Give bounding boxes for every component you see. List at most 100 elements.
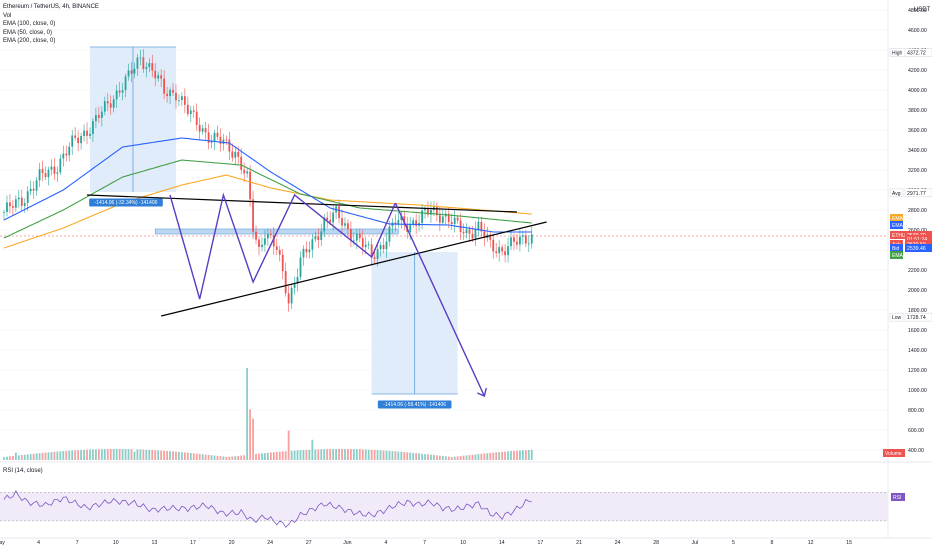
- candle: [524, 235, 527, 244]
- candle: [44, 173, 47, 178]
- volume-bar: [388, 450, 391, 460]
- volume-bar: [456, 456, 459, 460]
- volume-bar: [391, 451, 394, 460]
- price-tick: 600.00: [908, 428, 924, 434]
- rsi-badge: RSI: [893, 495, 901, 501]
- rsi-band: [0, 492, 888, 521]
- volume-bar: [519, 450, 521, 460]
- volume-bar: [172, 451, 174, 460]
- candle: [492, 239, 495, 252]
- volume-bar: [17, 455, 20, 460]
- arrow-head: [477, 387, 488, 397]
- volume-bar: [255, 453, 257, 460]
- volume-bar: [299, 450, 302, 460]
- volume-bar: [95, 449, 97, 460]
- volume-bar: [23, 454, 26, 460]
- candle: [240, 156, 243, 170]
- volume-bar: [225, 456, 228, 460]
- volume-bar: [352, 449, 355, 460]
- candle: [379, 245, 382, 250]
- volume-bar: [26, 454, 29, 460]
- time-tick: 24: [267, 540, 273, 546]
- indicator-vol[interactable]: Vol: [3, 12, 12, 19]
- candle: [296, 276, 299, 284]
- volume-bar: [3, 457, 5, 460]
- candle: [246, 171, 249, 174]
- measure-label-top-bg: [89, 198, 163, 207]
- candle: [269, 233, 272, 236]
- candle: [441, 216, 444, 223]
- candle: [130, 70, 133, 74]
- volume-bar: [358, 448, 361, 460]
- price-tick: 400.00: [908, 448, 924, 454]
- indicator-ema50[interactable]: EMA (50, close, 0): [3, 29, 53, 36]
- volume-bar: [507, 451, 509, 460]
- candle: [483, 231, 486, 238]
- candle: [183, 96, 186, 105]
- candle: [459, 220, 462, 233]
- candle: [14, 199, 17, 208]
- candle: [29, 188, 32, 192]
- candle: [201, 128, 204, 132]
- candle: [213, 132, 216, 142]
- pattern-zigzag: [169, 192, 397, 300]
- candle: [166, 93, 168, 97]
- volume-bar: [100, 449, 103, 460]
- candle: [53, 166, 56, 174]
- volume-bar: [465, 455, 468, 460]
- volume-bar: [14, 452, 17, 460]
- candle: [145, 67, 148, 70]
- volume-bar: [477, 454, 480, 460]
- measure-label-bottom: -1414.06 (-59.41%) -141406: [383, 402, 446, 408]
- volume-bar: [186, 452, 189, 460]
- candle: [400, 216, 403, 221]
- volume-bar: [106, 449, 109, 460]
- candle: [74, 135, 77, 138]
- badge-label: EMA: [892, 216, 904, 222]
- candle: [364, 244, 367, 248]
- badge-label-bg: [890, 221, 903, 229]
- time-tick: Jul: [691, 540, 698, 546]
- candle: [222, 139, 225, 144]
- candle: [255, 231, 257, 240]
- badge-label: EMA: [892, 253, 904, 259]
- time-tick: 10: [113, 540, 119, 546]
- volume-bar: [130, 449, 133, 460]
- candle: [498, 247, 501, 254]
- price-tick: 2800.00: [908, 208, 927, 214]
- candle: [495, 251, 498, 254]
- volume-bar: [468, 455, 471, 460]
- candle: [412, 220, 415, 225]
- candle: [225, 139, 228, 141]
- candle: [290, 287, 293, 304]
- volume-bar: [418, 453, 420, 460]
- candle: [370, 244, 373, 258]
- candle: [516, 241, 518, 245]
- candle: [501, 247, 504, 252]
- volume-bar: [290, 450, 293, 460]
- volume-bar: [450, 456, 453, 460]
- volume-bar: [462, 455, 465, 460]
- volume-bar: [341, 449, 343, 460]
- volume-bar: [11, 456, 14, 460]
- candle: [527, 243, 530, 245]
- volume-bar: [80, 449, 82, 460]
- candle: [258, 239, 260, 247]
- candle: [169, 89, 171, 97]
- candle: [133, 68, 136, 74]
- indicator-ema100[interactable]: EMA (100, close, 0): [3, 21, 56, 28]
- volume-bar: [269, 452, 272, 460]
- badge-label-bg: [890, 251, 903, 259]
- candle: [50, 166, 53, 170]
- measure-label-top: -1414.06 (-32.34%) -141406: [95, 200, 158, 206]
- candle: [249, 171, 251, 200]
- badge-label: High: [892, 51, 903, 57]
- indicator-ema200[interactable]: EMA (200, close, 0): [3, 38, 56, 45]
- candle: [26, 191, 29, 204]
- volume-bar: [435, 455, 438, 460]
- volume-bar: [433, 455, 435, 460]
- volume-bar: [142, 449, 145, 460]
- candle: [11, 206, 14, 208]
- candle: [521, 235, 524, 237]
